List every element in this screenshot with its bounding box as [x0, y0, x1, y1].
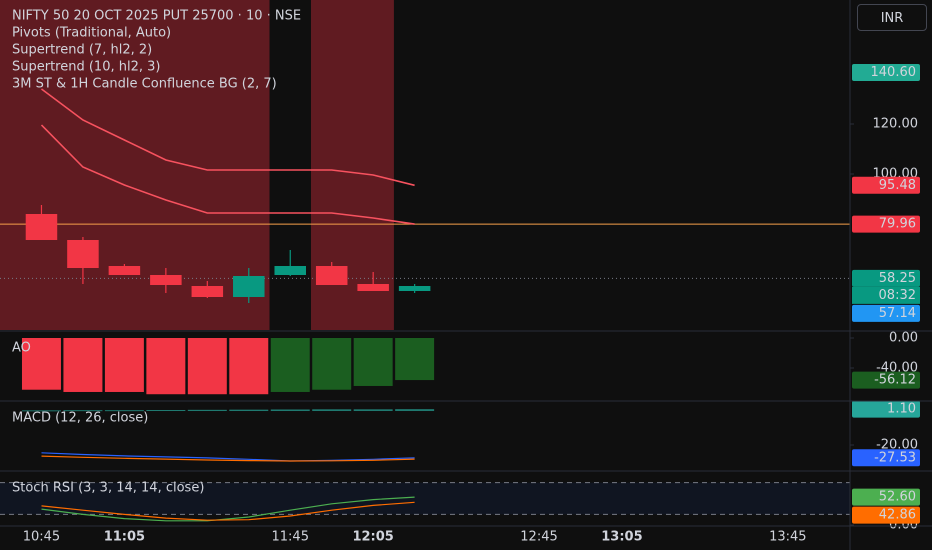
price-label-box	[852, 506, 920, 524]
indicator-line	[41, 455, 415, 462]
x-tick-label: 12:05	[352, 530, 393, 545]
histogram-bar	[21, 410, 61, 412]
y-tick-label: -20.00	[876, 438, 918, 453]
ao-bar	[229, 337, 269, 395]
ao-bar	[63, 337, 103, 392]
price-label-box	[852, 176, 920, 194]
histogram-bar	[312, 409, 352, 412]
ao-bar	[104, 337, 144, 392]
indicator-line	[41, 452, 415, 462]
x-tick-label: 11:05	[104, 530, 145, 545]
histogram-bar	[270, 409, 310, 412]
candle-body	[315, 266, 348, 285]
price-label: -56.12	[874, 373, 916, 388]
pane-title: MACD (12, 26, close)	[12, 411, 148, 426]
candle-body	[274, 266, 306, 275]
indicator-label: Supertrend (10, hl2, 3)	[12, 60, 160, 75]
price-label: 42.86	[879, 508, 916, 523]
histogram-bar	[104, 410, 144, 412]
histogram-bar	[146, 409, 186, 412]
currency-button[interactable]: INR	[857, 4, 927, 31]
price-label: 58.25	[879, 271, 916, 286]
candle-body	[191, 286, 224, 297]
price-label: 57.14	[879, 306, 916, 321]
ao-bar	[21, 337, 61, 390]
candle-body	[357, 284, 389, 291]
ao-bar	[395, 337, 435, 381]
supertrend-line	[40, 124, 415, 225]
price-label-box	[852, 215, 920, 233]
price-label: -27.53	[874, 450, 916, 465]
candle-body	[398, 286, 431, 291]
price-label-box	[852, 304, 920, 322]
x-tick-label: 12:45	[520, 530, 557, 545]
candle-body	[233, 276, 265, 297]
indicator-label: 3M ST & 1H Candle Confluence BG (2, 7)	[12, 77, 277, 92]
ao-bar	[312, 337, 352, 390]
price-label-box	[852, 449, 920, 467]
pane-title: AO	[12, 341, 31, 356]
price-label: 79.96	[879, 217, 916, 232]
plot: 10:45 11:05 11:45 12:05 12:45 13:05 13:45 120.0…	[0, 0, 920, 545]
indicator-line	[41, 501, 415, 521]
price-label-box	[852, 488, 920, 506]
ao-bar	[187, 337, 227, 395]
histogram-bar	[63, 410, 103, 412]
countdown: 08:32	[879, 288, 916, 303]
candle-body	[25, 214, 58, 240]
indicator-label: Pivots (Traditional, Auto)	[12, 26, 171, 41]
candle-body	[150, 275, 182, 285]
y-tick-label: 120.00	[873, 117, 919, 132]
countdown-box	[852, 286, 920, 304]
price-label-box	[852, 269, 920, 287]
histogram-bar	[395, 409, 435, 412]
x-tick-label: 13:45	[769, 530, 806, 545]
histogram-bar	[187, 409, 227, 412]
price-label: 1.10	[887, 402, 916, 417]
histogram-bar	[353, 409, 393, 412]
price-label-box	[852, 64, 920, 81]
supertrend-line	[41, 88, 415, 187]
x-tick-label: 10:45	[23, 530, 60, 545]
histogram-bar	[229, 409, 269, 412]
pane-title: Stoch RSI (3, 3, 14, 14, close)	[12, 481, 204, 496]
x-tick-label: 13:05	[601, 530, 642, 545]
x-tick-label: 11:45	[272, 530, 309, 545]
ao-bar	[353, 337, 393, 386]
band-fill	[0, 482, 850, 515]
price-label: 95.48	[879, 178, 916, 193]
price-label: 140.60	[871, 65, 917, 80]
price-label: 52.60	[879, 490, 916, 505]
ao-bar	[146, 337, 186, 395]
candle-body	[108, 266, 141, 275]
price-label-box	[852, 400, 920, 418]
chart-title: NIFTY 50 20 OCT 2025 PUT 25700 · 10 · NS…	[12, 9, 301, 24]
ao-bar	[270, 337, 310, 392]
price-label-box	[852, 371, 920, 389]
y-tick-label: 0.00	[889, 330, 918, 345]
indicator-label: Supertrend (7, hl2, 2)	[12, 43, 152, 58]
indicator-line	[41, 496, 415, 522]
candle-body	[67, 240, 99, 268]
